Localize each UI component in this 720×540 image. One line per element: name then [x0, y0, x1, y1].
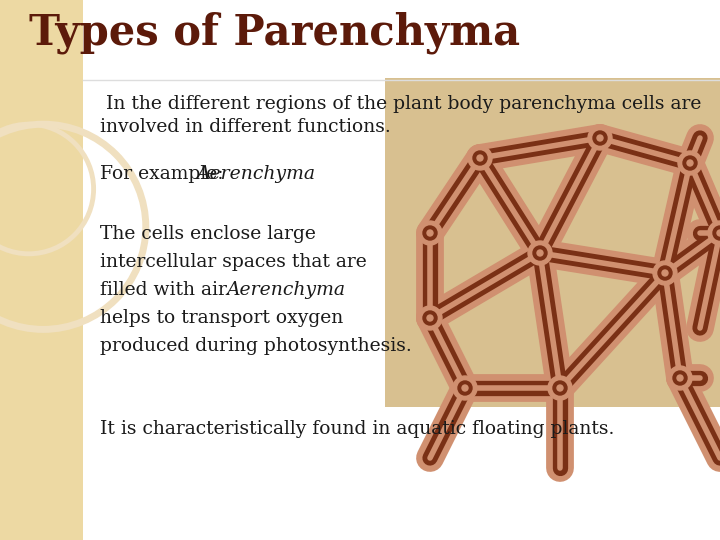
Circle shape: [658, 266, 672, 280]
Bar: [385, 78, 720, 407]
Circle shape: [427, 230, 433, 236]
Circle shape: [597, 135, 603, 141]
Circle shape: [453, 376, 477, 400]
Circle shape: [687, 160, 693, 166]
Text: Types of Parenchyma: Types of Parenchyma: [29, 12, 520, 55]
Circle shape: [713, 226, 720, 240]
Text: It is characteristically found in aquatic floating plants.: It is characteristically found in aquati…: [100, 420, 614, 438]
Text: filled with air.: filled with air.: [100, 281, 237, 299]
FancyBboxPatch shape: [0, 0, 55, 55]
Circle shape: [673, 371, 687, 385]
Circle shape: [548, 376, 572, 400]
Circle shape: [537, 250, 543, 256]
Bar: [83, 0, 720, 540]
Circle shape: [462, 385, 468, 391]
Circle shape: [557, 385, 563, 391]
Circle shape: [593, 131, 607, 145]
Circle shape: [662, 270, 668, 276]
Circle shape: [423, 311, 437, 325]
Circle shape: [477, 155, 483, 161]
Circle shape: [683, 156, 697, 170]
Circle shape: [588, 126, 612, 150]
Bar: [385, 78, 720, 407]
Circle shape: [717, 230, 720, 236]
Text: In the different regions of the plant body parenchyma cells are: In the different regions of the plant bo…: [100, 95, 701, 113]
Bar: [385, 78, 720, 407]
Text: Aerenchyma: Aerenchyma: [197, 165, 315, 183]
Text: produced during photosynthesis.: produced during photosynthesis.: [100, 337, 412, 355]
Text: involved in different functions.: involved in different functions.: [100, 118, 391, 136]
Circle shape: [458, 381, 472, 395]
Circle shape: [533, 246, 547, 260]
Circle shape: [553, 381, 567, 395]
Bar: [0, 0, 720, 80]
Text: Aerenchyma: Aerenchyma: [226, 281, 345, 299]
Bar: [0, 0, 83, 80]
Circle shape: [653, 261, 677, 285]
Text: The cells enclose large: The cells enclose large: [100, 225, 316, 243]
Text: helps to transport oxygen: helps to transport oxygen: [100, 309, 343, 327]
Circle shape: [473, 151, 487, 165]
Circle shape: [418, 221, 442, 245]
Circle shape: [418, 306, 442, 330]
Text: intercellular spaces that are: intercellular spaces that are: [100, 253, 366, 271]
Circle shape: [427, 315, 433, 321]
Circle shape: [668, 366, 692, 390]
Circle shape: [678, 151, 702, 175]
Circle shape: [677, 375, 683, 381]
Text: For example:: For example:: [100, 165, 230, 183]
Circle shape: [468, 146, 492, 170]
Circle shape: [528, 241, 552, 265]
Circle shape: [423, 226, 437, 240]
Circle shape: [708, 221, 720, 245]
